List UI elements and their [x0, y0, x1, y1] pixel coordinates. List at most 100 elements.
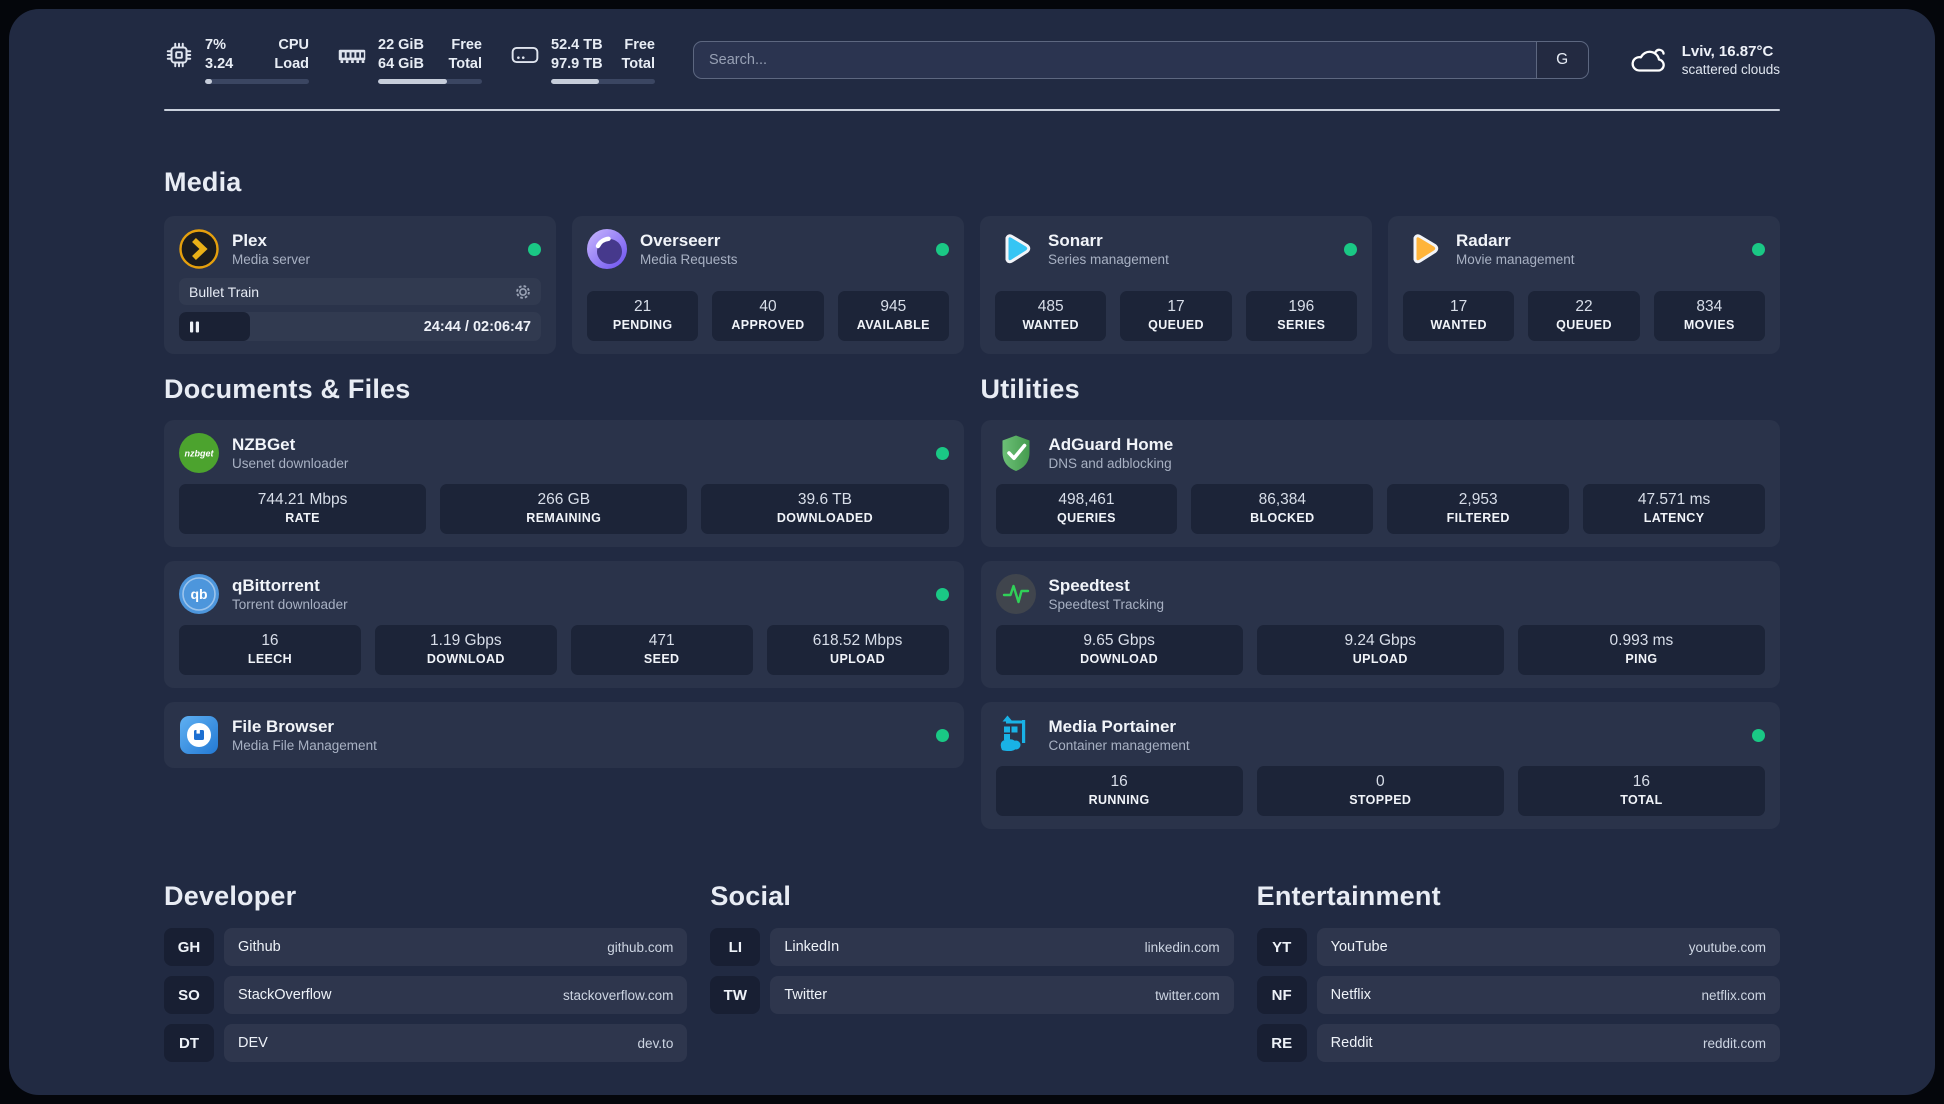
- stat-tile: 0 STOPPED: [1256, 766, 1504, 816]
- link-row-youtube[interactable]: YT YouTube youtube.com: [1256, 928, 1780, 966]
- storage-free: 52.4 TB: [551, 37, 603, 53]
- storage-free-label: Free: [624, 37, 655, 53]
- dashboard-root: 7% 3.24 CPU Load: [9, 9, 1935, 1095]
- stat-label: AVAILABLE: [856, 318, 930, 332]
- now-playing-row: Bullet Train: [179, 278, 541, 305]
- search-input[interactable]: [694, 42, 1536, 78]
- stat-tile: 744.21 Mbps RATE: [179, 484, 427, 534]
- system-stats: 7% 3.24 CPU Load: [164, 36, 655, 84]
- status-dot: [935, 446, 949, 460]
- app-description: Speedtest Tracking: [1048, 596, 1165, 612]
- status-dot: [1752, 728, 1765, 742]
- stat-value: 21: [634, 298, 652, 315]
- stat-tile: 16 TOTAL: [1517, 766, 1766, 816]
- stat-value: 16: [261, 632, 279, 649]
- link-name: Twitter: [784, 987, 828, 1003]
- link-abbr: TW: [710, 976, 761, 1014]
- link-url: twitter.com: [1155, 987, 1220, 1003]
- app-card-overseerr[interactable]: Overseerr Media Requests 21 PENDING 40 A…: [572, 216, 964, 354]
- app-card-qbittorrent[interactable]: qb qBittorrent Torrent downloader 16 LEE…: [164, 561, 964, 688]
- pause-icon[interactable]: [189, 321, 200, 333]
- link-row-dev[interactable]: DT DEV dev.to: [164, 1024, 688, 1062]
- playback-progress-bar[interactable]: 24:44 / 02:06:47: [179, 312, 541, 341]
- stat-tile: 945 AVAILABLE: [837, 291, 949, 341]
- stat-label: RUNNING: [1088, 793, 1150, 807]
- playback-elapsed: [179, 312, 250, 341]
- links-column-developer: Developer GH Github github.com SO StackO…: [164, 881, 688, 1072]
- search-engine-button[interactable]: G: [1535, 42, 1588, 78]
- links-column-entertainment: Entertainment YT YouTube youtube.com NF …: [1256, 881, 1780, 1072]
- memory-progress-bar: [378, 79, 482, 84]
- stat-label: UPLOAD: [830, 652, 886, 666]
- stat-label: QUEUED: [1556, 318, 1612, 332]
- stat-tile: 47.571 ms LATENCY: [1583, 484, 1765, 534]
- stat-tile: 40 APPROVED: [712, 291, 824, 341]
- app-description: Movie management: [1456, 251, 1575, 267]
- stat-value: 16: [1110, 773, 1128, 790]
- app-card-sonarr[interactable]: Sonarr Series management 485 WANTED 17 Q…: [980, 216, 1372, 354]
- app-card-portainer[interactable]: Media Portainer Container management 16 …: [980, 702, 1780, 829]
- link-abbr: RE: [1256, 1024, 1307, 1062]
- app-description: Torrent downloader: [232, 596, 348, 612]
- stat-tile: 485 WANTED: [995, 291, 1107, 341]
- radarr-icon: [1413, 234, 1439, 264]
- stat-value: 9.65 Gbps: [1083, 632, 1155, 649]
- link-row-github[interactable]: GH Github github.com: [164, 928, 688, 966]
- status-dot: [935, 728, 949, 742]
- stat-value: 485: [1037, 298, 1064, 315]
- stat-value: 196: [1288, 298, 1315, 315]
- weather-widget[interactable]: Lviv, 16.87°C scattered clouds: [1627, 42, 1780, 78]
- stat-tile: 498,461 QUERIES: [995, 484, 1178, 534]
- app-card-adguard[interactable]: AdGuard Home DNS and adblocking 498,461 …: [980, 420, 1780, 547]
- app-card-radarr[interactable]: Radarr Movie management 17 WANTED 22 QUE…: [1388, 216, 1780, 354]
- link-row-stackoverflow[interactable]: SO StackOverflow stackoverflow.com: [164, 976, 688, 1014]
- stat-tile: 471 SEED: [570, 625, 753, 675]
- stat-value: 47.571 ms: [1637, 491, 1711, 508]
- stat-value: 0.993 ms: [1609, 632, 1674, 649]
- status-dot: [1344, 242, 1357, 256]
- link-url: linkedin.com: [1144, 939, 1220, 955]
- stat-tile: 16 LEECH: [179, 625, 361, 675]
- stat-tile: 2,953 FILTERED: [1387, 484, 1570, 534]
- app-card-filebrowser[interactable]: File Browser Media File Management: [164, 702, 964, 768]
- stat-label: APPROVED: [731, 318, 805, 332]
- stat-value: 86,384: [1258, 491, 1307, 508]
- stat-label: FILTERED: [1446, 511, 1510, 525]
- stat-value: 1.19 Gbps: [430, 632, 502, 649]
- link-abbr: LI: [710, 928, 761, 966]
- search-bar: G: [693, 41, 1589, 79]
- svg-text:qb: qb: [190, 586, 207, 602]
- link-name: Reddit: [1330, 1035, 1373, 1051]
- link-row-twitter[interactable]: TW Twitter twitter.com: [710, 976, 1234, 1014]
- documents-column: Documents & Files nzbget NZBGet Usenet d…: [164, 374, 964, 768]
- header: 7% 3.24 CPU Load: [164, 9, 1780, 84]
- stat-label: QUEUED: [1148, 318, 1204, 332]
- status-dot: [935, 587, 949, 601]
- app-card-plex[interactable]: Plex Media server Bullet Train: [164, 216, 556, 354]
- app-description: Media File Management: [232, 737, 377, 753]
- stat-label: DOWNLOAD: [426, 652, 505, 666]
- app-card-speedtest[interactable]: Speedtest Speedtest Tracking 9.65 Gbps D…: [980, 561, 1780, 688]
- cpu-usage: 7%: [205, 37, 226, 53]
- storage-progress-bar: [551, 79, 655, 84]
- link-name: Github: [238, 939, 281, 955]
- status-dot: [1752, 242, 1765, 256]
- cpu-icon: [166, 42, 192, 68]
- gear-icon[interactable]: [515, 284, 531, 300]
- stat-value: 0: [1375, 773, 1385, 790]
- app-card-nzbget[interactable]: nzbget NZBGet Usenet downloader 744.21 M…: [164, 420, 964, 547]
- link-row-netflix[interactable]: NF Netflix netflix.com: [1256, 976, 1780, 1014]
- stat-tile: 22 QUEUED: [1528, 291, 1640, 341]
- memory-free: 22 GiB: [378, 37, 424, 53]
- link-row-linkedin[interactable]: LI LinkedIn linkedin.com: [710, 928, 1234, 966]
- link-name: DEV: [238, 1035, 268, 1051]
- stat-value: 471: [648, 632, 675, 649]
- stat-label: LATENCY: [1643, 511, 1705, 525]
- section-title-entertainment: Entertainment: [1256, 881, 1441, 911]
- link-abbr: SO: [164, 976, 214, 1014]
- link-row-reddit[interactable]: RE Reddit reddit.com: [1256, 1024, 1780, 1062]
- app-description: DNS and adblocking: [1048, 455, 1172, 471]
- stat-label: SEED: [643, 652, 680, 666]
- stat-label: UPLOAD: [1352, 652, 1408, 666]
- link-abbr: GH: [164, 928, 214, 966]
